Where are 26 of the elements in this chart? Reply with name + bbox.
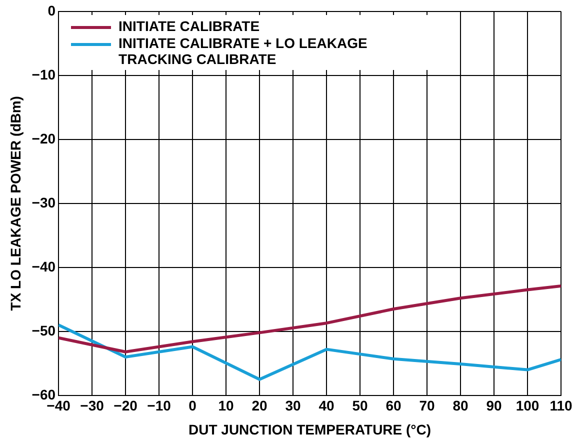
x-axis-title: DUT JUNCTION TEMPERATURE (°C)	[188, 421, 432, 438]
y-tick-label: −40	[32, 258, 56, 274]
x-tick-label: 30	[285, 398, 302, 414]
x-tick-label: 70	[419, 398, 436, 414]
x-tick-label: 80	[452, 398, 469, 414]
x-tick-label: −30	[80, 398, 104, 414]
x-tick-label: −10	[147, 398, 172, 414]
x-tick-label: 10	[218, 398, 234, 414]
y-tick-label: −50	[32, 322, 56, 338]
x-tick-label: 60	[386, 398, 402, 414]
y-tick-label: −30	[32, 194, 56, 210]
legend-label: INITIATE CALIBRATE	[118, 18, 260, 34]
x-tick-label: 100	[516, 398, 540, 414]
x-tick-label: 40	[318, 398, 335, 414]
y-tick-label: 0	[48, 2, 56, 18]
y-tick-label: −20	[32, 130, 56, 146]
x-tick-label: −20	[114, 398, 138, 414]
y-tick-label: −10	[32, 66, 56, 82]
x-tick-label: 20	[252, 398, 268, 414]
x-tick-label: 110	[550, 398, 573, 414]
x-tick-label: 50	[352, 398, 368, 414]
y-tick-label: −60	[32, 386, 56, 402]
legend-label: INITIATE CALIBRATE + LO LEAKAGE TRACKING CALIBRATE	[118, 35, 368, 68]
y-axis-title: TX LO LEAKAGE POWER (dBm)	[7, 96, 24, 311]
x-tick-label: 90	[486, 398, 502, 414]
x-tick-label: 0	[188, 398, 197, 414]
